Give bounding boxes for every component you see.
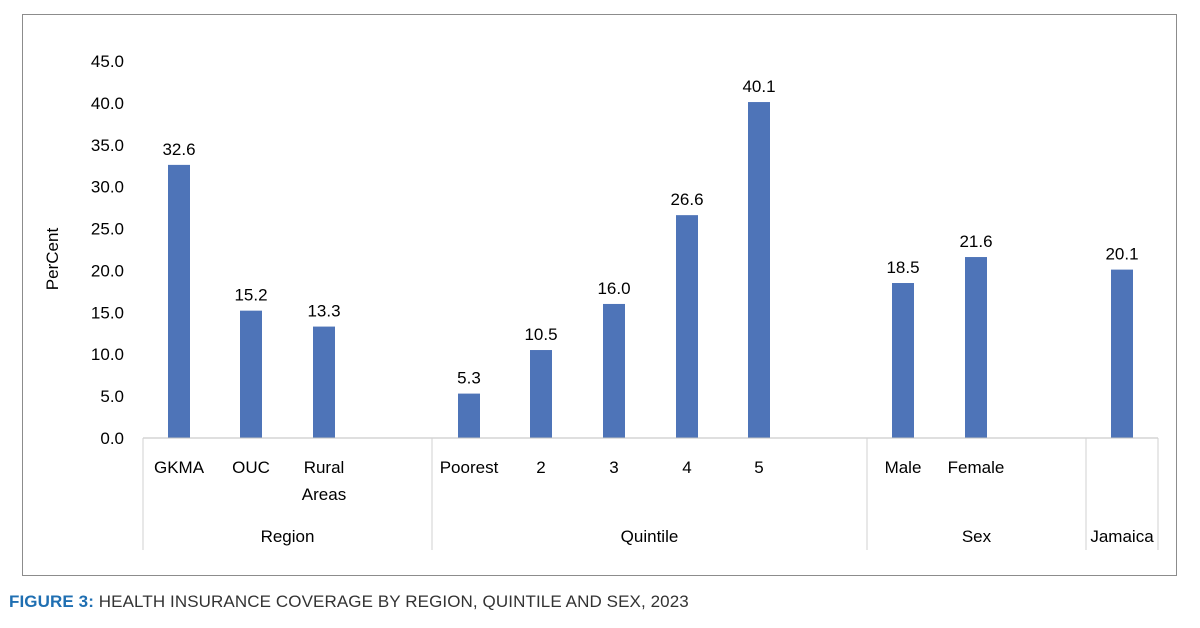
data-label: 18.5 xyxy=(886,258,919,277)
y-axis-label: PerCent xyxy=(43,228,62,291)
group-label: Sex xyxy=(962,527,992,546)
bar xyxy=(168,164,190,438)
category-label: 3 xyxy=(609,458,618,477)
bar xyxy=(313,326,335,438)
bar xyxy=(458,393,480,438)
data-label: 5.3 xyxy=(457,369,481,388)
figure-label: FIGURE 3: xyxy=(9,592,94,611)
category-label: Rural xyxy=(304,458,345,477)
data-label: 15.2 xyxy=(234,286,267,305)
y-tick-label: 0.0 xyxy=(100,429,124,448)
y-tick-label: 15.0 xyxy=(91,303,124,322)
data-label: 20.1 xyxy=(1105,245,1138,264)
bar xyxy=(240,310,262,438)
category-label: Areas xyxy=(302,485,346,504)
y-tick-label: 35.0 xyxy=(91,136,124,155)
y-tick-label: 10.0 xyxy=(91,345,124,364)
y-tick-label: 20.0 xyxy=(91,261,124,280)
bar xyxy=(1111,269,1133,438)
bar xyxy=(748,102,770,438)
bar xyxy=(603,303,625,438)
data-label: 21.6 xyxy=(959,232,992,251)
y-tick-label: 30.0 xyxy=(91,178,124,197)
category-label: Poorest xyxy=(440,458,499,477)
figure-title: HEALTH INSURANCE COVERAGE BY REGION, QUI… xyxy=(98,592,689,611)
category-label: Female xyxy=(948,458,1005,477)
category-label: 2 xyxy=(536,458,545,477)
category-label: 4 xyxy=(682,458,691,477)
category-label: 5 xyxy=(754,458,763,477)
chart-frame xyxy=(22,14,1177,576)
data-label: 13.3 xyxy=(307,302,340,321)
group-label: Jamaica xyxy=(1090,527,1154,546)
bar xyxy=(530,350,552,438)
category-label: GKMA xyxy=(154,458,205,477)
data-label: 26.6 xyxy=(670,190,703,209)
data-label: 40.1 xyxy=(742,77,775,96)
category-label: OUC xyxy=(232,458,270,477)
bar xyxy=(892,283,914,438)
y-tick-label: 45.0 xyxy=(91,52,124,71)
y-tick-label: 25.0 xyxy=(91,220,124,239)
bar xyxy=(676,215,698,438)
group-label: Region xyxy=(261,527,315,546)
data-label: 32.6 xyxy=(162,140,195,159)
y-tick-label: 5.0 xyxy=(100,387,124,406)
bar xyxy=(965,257,987,438)
category-label: Male xyxy=(885,458,922,477)
data-label: 16.0 xyxy=(597,279,630,298)
y-tick-label: 40.0 xyxy=(91,94,124,113)
group-label: Quintile xyxy=(621,527,679,546)
figure-caption: FIGURE 3: HEALTH INSURANCE COVERAGE BY R… xyxy=(9,592,689,612)
data-label: 10.5 xyxy=(524,325,557,344)
